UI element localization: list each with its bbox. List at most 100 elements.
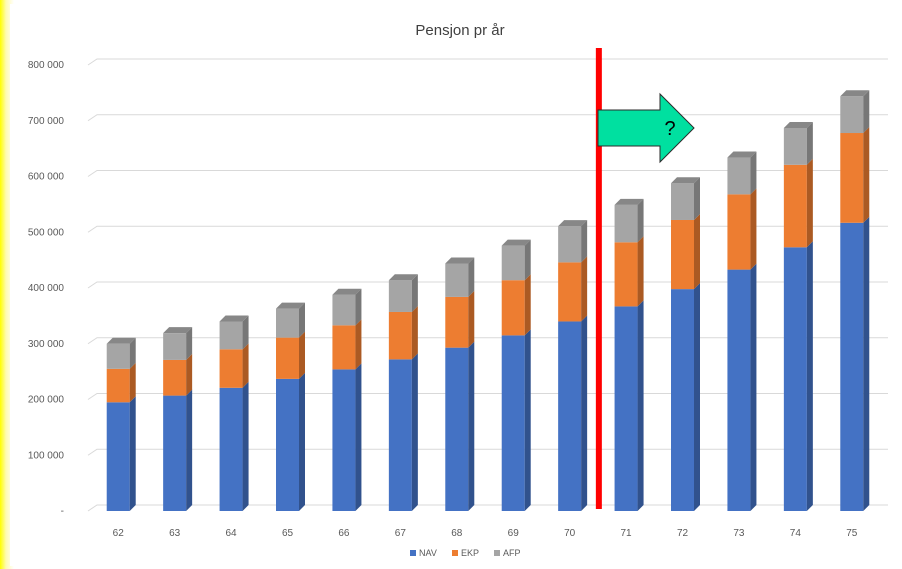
bar-top xyxy=(783,121,813,128)
bar-afp-73 xyxy=(727,151,757,195)
bar-front xyxy=(614,242,638,307)
gridline xyxy=(87,58,888,66)
bar-side xyxy=(524,274,531,336)
bar-nav-65 xyxy=(276,372,305,511)
bar-front xyxy=(445,296,469,348)
x-tick-label: 69 xyxy=(508,528,520,539)
bar-side xyxy=(750,263,757,511)
bar-ekp-75 xyxy=(840,127,870,223)
y-tick-label: 400 000 xyxy=(28,283,65,294)
bar-side xyxy=(129,362,136,403)
bar-front xyxy=(840,133,864,223)
legend: NAV EKP AFP xyxy=(410,548,521,558)
bar-ekp-65 xyxy=(276,331,305,379)
y-tick-label: 100 000 xyxy=(28,450,65,461)
bar-front xyxy=(501,280,525,336)
bar-front xyxy=(558,321,582,511)
x-tick-label: 70 xyxy=(564,528,576,539)
bar-top xyxy=(614,198,644,205)
bar-nav-75 xyxy=(840,216,870,511)
bar-top xyxy=(727,151,757,158)
x-tick-label: 75 xyxy=(846,528,858,539)
bar-side xyxy=(637,300,644,511)
bar-side xyxy=(129,337,136,369)
bar-front xyxy=(163,359,187,396)
chart-frame: Pensjon pr år - 100 000 200 000 300 000 400 … xyxy=(10,4,898,566)
bar-side xyxy=(355,319,362,370)
bar-side xyxy=(411,353,418,511)
bar-front xyxy=(219,387,243,511)
x-tick-label: 73 xyxy=(733,528,745,539)
bar-nav-66 xyxy=(332,363,362,511)
bar-nav-72 xyxy=(671,283,700,511)
bar-side xyxy=(355,288,362,326)
bar-side xyxy=(468,341,475,511)
bar-front xyxy=(106,402,130,511)
gridlines xyxy=(87,58,888,512)
bar-front xyxy=(727,157,751,195)
bar-front xyxy=(219,349,243,388)
bar-front xyxy=(106,343,130,369)
bar-side xyxy=(299,372,305,511)
bar-front xyxy=(840,222,864,511)
bar-ekp-71 xyxy=(614,236,644,307)
bar-front xyxy=(614,306,638,511)
bar-front xyxy=(445,263,469,297)
bar-afp-70 xyxy=(558,220,588,263)
bar-afp-62 xyxy=(106,337,136,369)
right-arrow-icon xyxy=(597,92,695,164)
x-tick-label: 65 xyxy=(282,528,294,539)
bar-afp-68 xyxy=(445,257,475,297)
x-tick-label: 72 xyxy=(677,528,689,539)
bar-afp-75 xyxy=(840,90,870,134)
y-axis: - 100 000 200 000 300 000 400 000 500 000 600 … xyxy=(28,60,65,517)
bar-front xyxy=(727,269,751,511)
bar-nav-62 xyxy=(106,396,136,511)
bar-front xyxy=(332,369,356,511)
bar-afp-72 xyxy=(671,177,700,220)
bar-front xyxy=(163,395,187,511)
bar-afp-64 xyxy=(219,315,249,350)
y-tick-label: 200 000 xyxy=(28,395,65,406)
bar-side xyxy=(581,256,588,322)
bar-front xyxy=(388,359,412,511)
x-tick-label: 71 xyxy=(621,528,633,539)
bar-afp-67 xyxy=(388,274,418,312)
bar-side xyxy=(242,315,249,350)
bar-front xyxy=(219,321,243,350)
bar-front xyxy=(106,368,130,403)
bar-front xyxy=(840,96,864,134)
legend-label: EKP xyxy=(461,548,479,558)
bar-top xyxy=(445,257,475,264)
bar-ekp-72 xyxy=(671,213,700,290)
bar-top xyxy=(840,90,870,97)
bar-front xyxy=(501,335,525,511)
y-tick-label: 500 000 xyxy=(28,227,65,238)
bar-nav-74 xyxy=(783,241,813,512)
bar-top xyxy=(332,288,362,295)
bar-front xyxy=(558,226,582,263)
chart-title: Pensjon pr år xyxy=(415,22,504,39)
y-tick-label: 300 000 xyxy=(28,339,65,350)
y-tick-label: 600 000 xyxy=(28,172,65,183)
bar-top xyxy=(388,274,418,281)
bar-nav-71 xyxy=(614,300,644,511)
bar-nav-68 xyxy=(445,341,475,511)
bar-front xyxy=(388,280,412,312)
bar-top xyxy=(219,315,249,322)
bar-front xyxy=(332,325,356,370)
gridline xyxy=(87,281,888,289)
bar-side xyxy=(524,329,531,511)
bar-front xyxy=(671,289,694,511)
bar-ekp-70 xyxy=(558,256,588,322)
bar-side xyxy=(186,389,193,511)
bar-side xyxy=(468,290,475,348)
bar-front xyxy=(276,337,299,379)
bar-top xyxy=(501,239,531,246)
arrow-annotation: ? xyxy=(597,92,695,164)
bar-afp-63 xyxy=(163,327,193,360)
bar-side xyxy=(242,381,249,511)
bar-side xyxy=(694,283,700,511)
bar-front xyxy=(445,347,469,511)
bar-ekp-74 xyxy=(783,158,813,248)
